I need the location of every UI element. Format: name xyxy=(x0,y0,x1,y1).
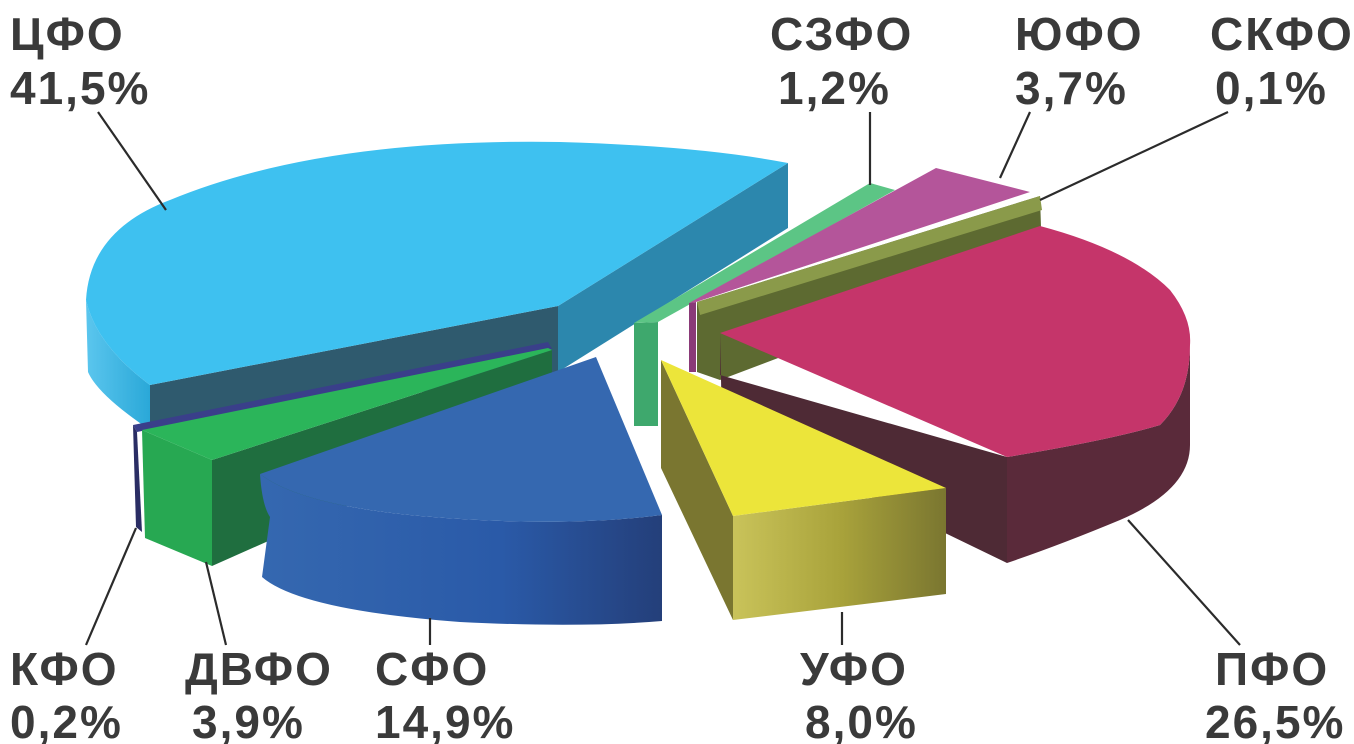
label-cfo-value: 41,5% xyxy=(10,62,150,114)
label-ufo-name: УФО xyxy=(800,643,908,695)
slice-szfo xyxy=(634,183,895,426)
label-pfo-value: 26,5% xyxy=(1205,696,1345,744)
label-dvfo-name: ДВФО xyxy=(185,643,333,695)
label-szfo: СЗФО 1,2% xyxy=(770,8,913,114)
leader-kfo xyxy=(84,527,138,646)
slice-ufo xyxy=(661,360,946,620)
label-yufo-value: 3,7% xyxy=(1015,62,1128,114)
leader-skfo xyxy=(1039,111,1229,201)
label-dvfo: ДВФО 3,9% xyxy=(185,643,333,744)
label-skfo-value: 0,1% xyxy=(1215,62,1328,114)
leader-yufo xyxy=(998,111,1032,179)
label-yufo: ЮФО 3,7% xyxy=(1015,8,1143,114)
label-kfo-name: КФО xyxy=(10,643,119,695)
label-yufo-name: ЮФО xyxy=(1015,8,1143,60)
leader-pfo xyxy=(1127,519,1241,646)
label-ufo: УФО 8,0% xyxy=(800,643,918,744)
label-cfo: ЦФО 41,5% xyxy=(10,8,150,114)
label-pfo: ПФО 26,5% xyxy=(1205,643,1345,744)
label-dvfo-value: 3,9% xyxy=(192,696,305,744)
label-kfo: КФО 0,2% xyxy=(10,643,123,744)
slice-cfo xyxy=(86,141,788,432)
label-szfo-value: 1,2% xyxy=(778,62,891,114)
leader-cfo xyxy=(97,111,167,211)
label-kfo-value: 0,2% xyxy=(10,696,123,744)
label-pfo-name: ПФО xyxy=(1215,643,1329,695)
label-skfo: СКФО 0,1% xyxy=(1210,8,1354,114)
label-szfo-name: СЗФО xyxy=(770,8,913,60)
slice-kfo xyxy=(133,342,552,532)
label-sfo-value: 14,9% xyxy=(375,696,515,744)
label-ufo-value: 8,0% xyxy=(805,696,918,744)
label-sfo: СФО 14,9% xyxy=(375,643,515,744)
label-sfo-name: СФО xyxy=(375,643,489,695)
leader-dvfo xyxy=(204,561,228,646)
label-skfo-name: СКФО xyxy=(1210,8,1354,60)
slice-sfo xyxy=(260,357,662,625)
slice-yufo xyxy=(689,168,1030,372)
label-cfo-name: ЦФО xyxy=(10,8,125,60)
